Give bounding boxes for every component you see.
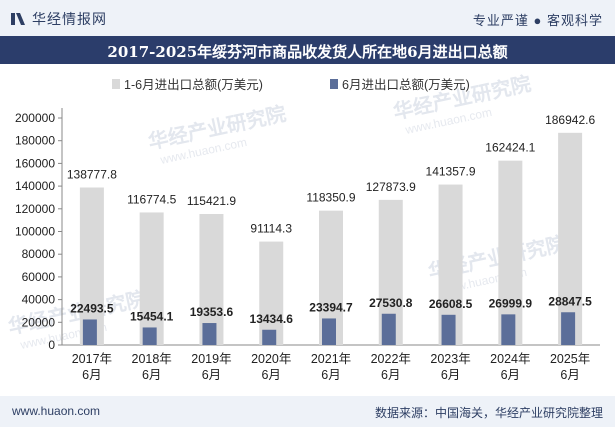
- legend-label-2: 6月进出口总额(万美元): [342, 78, 470, 92]
- x-tick-label: 2019年: [191, 352, 231, 366]
- data-label-total: 91114.3: [250, 222, 292, 236]
- data-label-total: 127873.9: [366, 180, 416, 194]
- chart: 华经产业研究院www.huaon.com华经产业研究院www.huaon.com…: [6, 71, 600, 382]
- x-tick-label: 2020年: [251, 352, 291, 366]
- data-label-june: 13434.6: [250, 312, 294, 326]
- data-label-total: 138777.8: [67, 167, 117, 181]
- x-tick-label: 2018年: [132, 352, 172, 366]
- legend-swatch-2: [330, 79, 338, 89]
- y-tick-label: 200000: [15, 111, 55, 125]
- y-tick-label: 160000: [15, 156, 55, 170]
- x-tick-label: 2021年: [311, 352, 351, 366]
- data-label-june: 23394.7: [309, 300, 353, 314]
- top-banner: [0, 0, 615, 36]
- x-tick-label: 6月: [560, 368, 579, 382]
- x-tick-label: 6月: [441, 368, 460, 382]
- x-tick-label: 6月: [202, 368, 221, 382]
- x-tick-label: 6月: [142, 368, 161, 382]
- data-label-total: 115421.9: [187, 194, 236, 208]
- data-labels: 138777.8 22493.5 116774.5 15454.1 115421.9 19…: [67, 113, 596, 326]
- data-label-june: 26999.9: [489, 296, 533, 310]
- x-tick-label: 6月: [501, 368, 520, 382]
- bar-june: [381, 313, 396, 345]
- bar-june: [501, 314, 516, 345]
- brand[interactable]: 华经情报网: [10, 9, 107, 29]
- y-tick-label: 140000: [15, 179, 55, 193]
- chart-title: 2017-2025年绥芬河市商品收发货人所在地6月进出口总额: [107, 43, 508, 61]
- data-label-june: 28847.5: [548, 294, 592, 308]
- bar-june: [262, 329, 277, 345]
- data-label-june: 27530.8: [369, 296, 413, 310]
- x-tick-label: 6月: [381, 368, 400, 382]
- legend-label-1: 1-6月进出口总额(万美元): [124, 78, 263, 92]
- bars: [79, 132, 583, 345]
- y-tick-label: 120000: [15, 202, 55, 216]
- x-tick-label: 6月: [321, 368, 340, 382]
- data-label-june: 22493.5: [70, 301, 114, 315]
- bar-june: [202, 323, 217, 345]
- bar-total: [259, 241, 284, 345]
- legend: 1-6月进出口总额(万美元) 6月进出口总额(万美元): [112, 78, 470, 92]
- bar-june: [561, 312, 576, 345]
- logo-icon: [11, 13, 25, 25]
- bar-total: [79, 187, 104, 345]
- y-axis: 0 20000 40000 60000 80000 100000 120000 140000 1…: [15, 108, 600, 352]
- y-tick-label: 100000: [15, 225, 55, 239]
- x-tick-label: 2017年: [72, 352, 112, 366]
- y-tick-label: 20000: [22, 315, 56, 329]
- y-tick-label: 0: [48, 338, 55, 352]
- y-tick-label: 80000: [22, 247, 56, 261]
- x-tick-label: 2022年: [371, 352, 411, 366]
- bar-june: [322, 318, 336, 345]
- bar-total: [498, 160, 523, 345]
- x-tick-label: 2024年: [490, 352, 530, 366]
- data-label-june: 26608.5: [429, 297, 473, 311]
- title-bar: [0, 36, 615, 64]
- y-tick-label: 40000: [22, 293, 56, 307]
- brand-name: 华经情报网: [32, 11, 107, 27]
- data-source: 数据来源：中国海关，华经产业研究院整理: [374, 406, 603, 420]
- data-label-june: 19353.6: [190, 305, 234, 319]
- data-label-total: 141357.9: [426, 165, 476, 179]
- data-label-total: 118350.9: [306, 191, 355, 205]
- bar-june: [82, 319, 97, 345]
- bar-total: [558, 132, 583, 345]
- footer-bar: [0, 396, 615, 427]
- legend-swatch-1: [112, 79, 120, 89]
- y-tick-label: 180000: [15, 134, 55, 148]
- x-tick-label: 6月: [82, 368, 101, 382]
- x-tick-label: 6月: [261, 368, 280, 382]
- bar-total: [139, 212, 164, 345]
- bar-june: [142, 327, 157, 345]
- data-label-total: 116774.5: [127, 192, 176, 206]
- x-axis: 2017年 6月 2018年 6月 2019年 6月 2020年 6月 2021年 6月 2022年…: [72, 352, 591, 382]
- y-tick-label: 60000: [22, 270, 56, 284]
- tagline: 专业严谨 ● 客观科学: [472, 13, 603, 28]
- data-label-total: 186942.6: [545, 113, 595, 127]
- data-label-total: 162424.1: [485, 141, 535, 155]
- bar-june: [441, 314, 456, 345]
- data-label-june: 15454.1: [130, 309, 174, 323]
- x-tick-label: 2023年: [430, 352, 470, 366]
- footer-url[interactable]: www.huaon.com: [12, 404, 101, 418]
- x-tick-label: 2025年: [550, 352, 590, 366]
